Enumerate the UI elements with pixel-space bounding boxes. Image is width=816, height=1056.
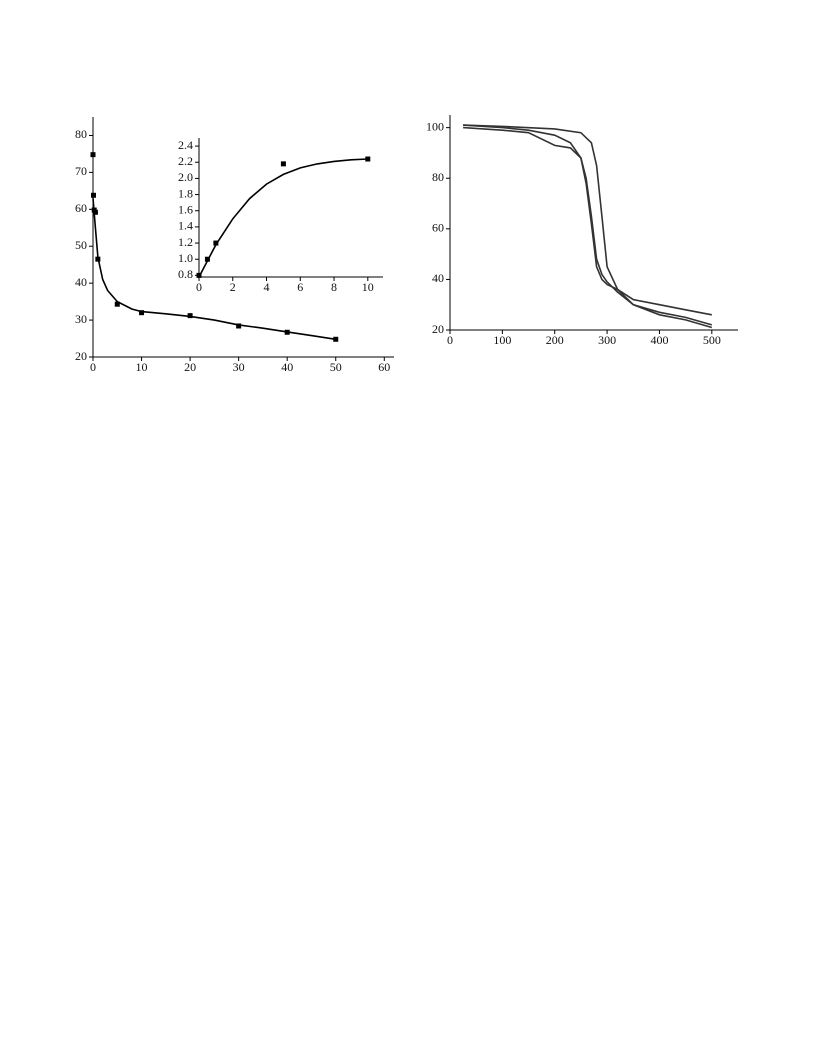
x-tick-label: 8 (331, 280, 337, 294)
y-tick-label: 0.8 (178, 267, 193, 281)
y-tick-label: 2.4 (178, 138, 193, 152)
y-tick-label: 20 (75, 349, 87, 363)
y-tick-label: 70 (75, 164, 87, 178)
y-tick-label: 100 (426, 119, 444, 133)
x-tick-label: 50 (330, 360, 342, 374)
y-tick-label: 1.0 (178, 251, 193, 265)
data-point (92, 209, 98, 215)
x-tick-label: 20 (184, 360, 196, 374)
y-tick-label: 40 (75, 275, 87, 289)
y-tick-label: 1.8 (178, 186, 193, 200)
curve (463, 124, 713, 326)
data-point (236, 323, 242, 329)
y-tick-label: 2.0 (178, 170, 193, 184)
x-tick-label: 0 (447, 333, 453, 347)
data-point (213, 240, 219, 246)
x-tick-label: 6 (297, 280, 303, 294)
x-tick-label: 40 (281, 360, 293, 374)
x-tick-label: 200 (546, 333, 564, 347)
data-point (365, 156, 371, 162)
y-tick-label: 1.2 (178, 235, 193, 249)
data-point (139, 310, 145, 316)
data-point (90, 192, 96, 198)
y-tick-label: 1.4 (178, 219, 193, 233)
x-tick-label: 2 (230, 280, 236, 294)
y-tick-label: 80 (75, 127, 87, 141)
y-tick-label: 80 (432, 170, 444, 184)
x-tick-label: 0 (196, 280, 202, 294)
curve (463, 124, 713, 329)
y-tick-label: 60 (75, 201, 87, 215)
y-tick-label: 40 (432, 271, 444, 285)
data-point (280, 161, 286, 167)
y-tick-label: 2.2 (178, 154, 193, 168)
curve (463, 126, 712, 316)
y-tick-label: 30 (75, 312, 87, 326)
y-tick-label: 20 (432, 322, 444, 336)
x-tick-label: 30 (233, 360, 245, 374)
x-tick-label: 4 (264, 280, 270, 294)
x-tick-label: 300 (598, 333, 616, 347)
x-tick-label: 500 (703, 333, 721, 347)
x-tick-label: 10 (136, 360, 148, 374)
y-tick-label: 50 (75, 238, 87, 252)
x-tick-label: 60 (378, 360, 390, 374)
y-tick-label: 1.6 (178, 202, 193, 216)
data-point (90, 152, 96, 158)
data-point (114, 301, 120, 307)
y-tick-label: 60 (432, 221, 444, 235)
data-point (333, 336, 339, 342)
x-tick-label: 10 (362, 280, 374, 294)
x-tick-label: 100 (493, 333, 511, 347)
x-tick-label: 0 (90, 360, 96, 374)
curve (198, 158, 368, 278)
x-tick-label: 400 (650, 333, 668, 347)
curve (92, 198, 336, 341)
